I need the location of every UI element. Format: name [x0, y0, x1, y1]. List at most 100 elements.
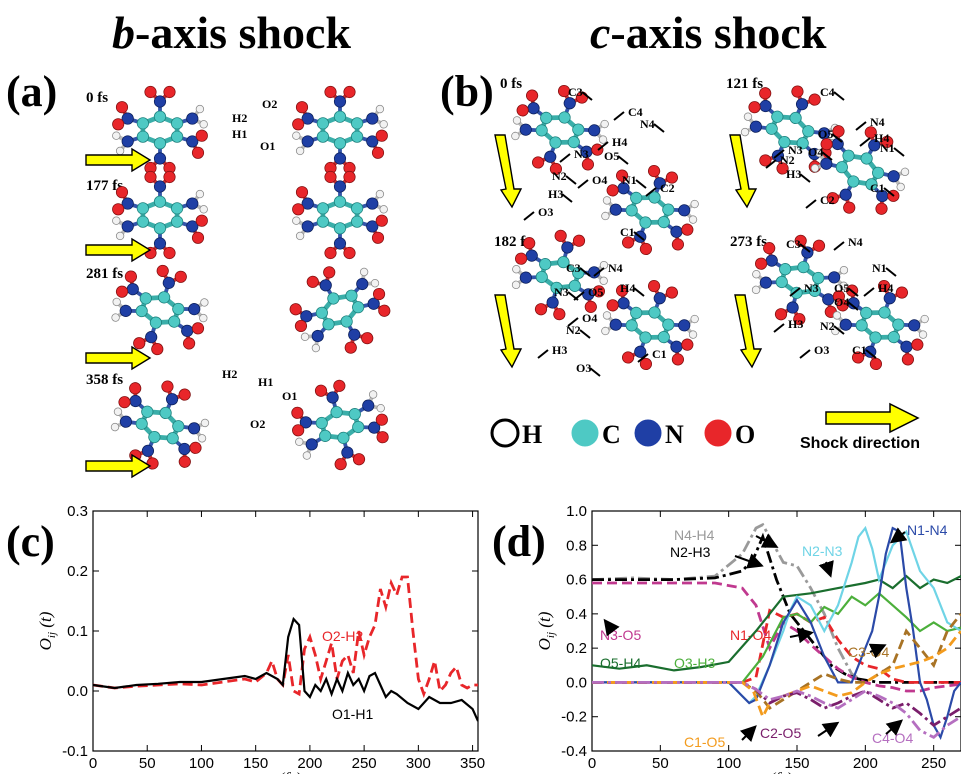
nitrogen-atom — [301, 197, 314, 210]
atom-pointer — [789, 287, 801, 297]
series-line-c4-o4 — [592, 681, 961, 739]
nitrogen-atom — [588, 124, 601, 137]
molecule-a1b — [292, 170, 388, 260]
atom-pointer — [593, 267, 605, 277]
molecule-b01 — [601, 164, 699, 256]
carbon-atom — [345, 289, 358, 302]
oxygen-atom — [118, 396, 131, 409]
atom-pointer — [799, 173, 811, 183]
atom-label: O3 — [538, 205, 553, 219]
carbon-atom — [348, 408, 361, 421]
x-tick-label: 300 — [406, 755, 431, 772]
atom-pointer — [833, 91, 845, 101]
hydrogen-atom — [359, 267, 369, 277]
series-label-n3-o5: N3-O5 — [600, 627, 641, 643]
carbon-atom — [779, 263, 792, 276]
shock-arrow-icon — [825, 402, 920, 434]
atom-label: N1 — [872, 261, 887, 275]
carbon-atom — [797, 261, 810, 274]
nitrogen-atom — [188, 303, 201, 316]
oxygen-atom — [881, 135, 894, 148]
oxygen-atom — [793, 313, 806, 326]
series-label-c2-o5: C2-O5 — [760, 725, 801, 741]
oxygen-atom — [161, 380, 174, 393]
hydrogen-atom — [688, 215, 698, 224]
molecule-a2b — [289, 266, 391, 354]
nitrogen-atom — [519, 123, 532, 136]
series-line-n2-h3 — [592, 532, 961, 684]
nitrogen-atom — [121, 197, 134, 210]
carbon-atom — [316, 202, 329, 215]
nitrogen-atom — [759, 99, 772, 113]
x-tick-label: 50 — [652, 755, 669, 772]
series-label-n2-n3: N2-N3 — [802, 543, 843, 559]
carbon-atom — [662, 318, 675, 331]
molecule-b20 — [511, 229, 609, 321]
hydrogen-atom — [690, 199, 699, 209]
nitrogen-atom — [366, 135, 379, 148]
atom-label: C4 — [628, 105, 643, 119]
nitrogen-atom — [333, 237, 347, 250]
molecule-a2 — [111, 264, 209, 356]
hydrogen-atom — [379, 205, 388, 214]
oxygen-atom — [292, 424, 305, 437]
shock-direction-legend: Shock direction — [800, 402, 920, 452]
carbon-atom — [327, 292, 340, 305]
nitrogen-atom — [519, 271, 532, 284]
atom-pointer — [799, 243, 811, 253]
oxygen-atom — [851, 351, 865, 364]
oxygen-atom — [174, 270, 187, 283]
hydrogen-atom — [200, 418, 210, 428]
y-tick-label: 0.1 — [67, 623, 88, 640]
series-label-o2-h2: O2-H2 — [322, 628, 363, 644]
label-pointer — [817, 721, 840, 738]
oxygen-atom — [516, 104, 529, 117]
y-tick-label: 0.4 — [566, 606, 587, 623]
nitrogen-atom — [300, 310, 313, 323]
nitrogen-atom — [186, 135, 199, 148]
nitrogen-atom — [141, 444, 155, 457]
oxygen-atom — [606, 299, 619, 312]
oxygen-atom — [191, 322, 205, 335]
carbon-atom — [153, 137, 167, 150]
legend-label-n: N — [665, 420, 684, 449]
hydrogen-atom — [743, 112, 753, 121]
time-label: 0 fs — [500, 76, 522, 92]
legend-swatch-c — [571, 419, 599, 447]
y-axis-label: Oij (t) — [535, 611, 557, 650]
atom-label: C3 — [568, 85, 583, 99]
carbon-atom — [322, 318, 335, 331]
hydrogen-atom — [199, 205, 208, 214]
hydrogen-atom — [751, 285, 761, 295]
molecule-a0b — [292, 85, 388, 175]
oxygen-atom — [291, 406, 304, 419]
carbon-atom — [568, 279, 581, 292]
nitrogen-atom — [301, 112, 314, 125]
nitrogen-atom — [305, 438, 318, 451]
x-axis-label: t (fs) — [270, 769, 302, 774]
atom-pointer — [653, 123, 665, 133]
carbon-atom — [558, 111, 571, 124]
label-pointer — [734, 553, 764, 569]
legend-label-c: C — [602, 420, 621, 449]
oxygen-atom — [864, 126, 877, 139]
header-b-axis: b-axis shock — [112, 7, 351, 58]
series-line-o1-h1 — [93, 616, 478, 722]
hydrogen-atom — [839, 265, 849, 275]
nitrogen-atom — [366, 197, 379, 210]
nitrogen-atom — [367, 297, 380, 310]
oxygen-atom — [895, 286, 909, 299]
atom-label: O3 — [814, 343, 829, 357]
atom-label: N3 — [574, 147, 589, 161]
oxygen-atom — [163, 246, 176, 260]
nitrogen-atom — [301, 135, 314, 148]
carbon-atom — [139, 292, 152, 305]
oxygen-atom — [375, 214, 388, 227]
hydrogen-atom — [376, 404, 385, 413]
carbon-atom — [136, 130, 149, 143]
carbon-atom — [171, 117, 184, 130]
oxygen-atom — [371, 146, 385, 159]
atom-label: N4 — [870, 115, 885, 129]
x-tick-label: 250 — [352, 755, 377, 772]
oxygen-atom — [115, 285, 129, 298]
